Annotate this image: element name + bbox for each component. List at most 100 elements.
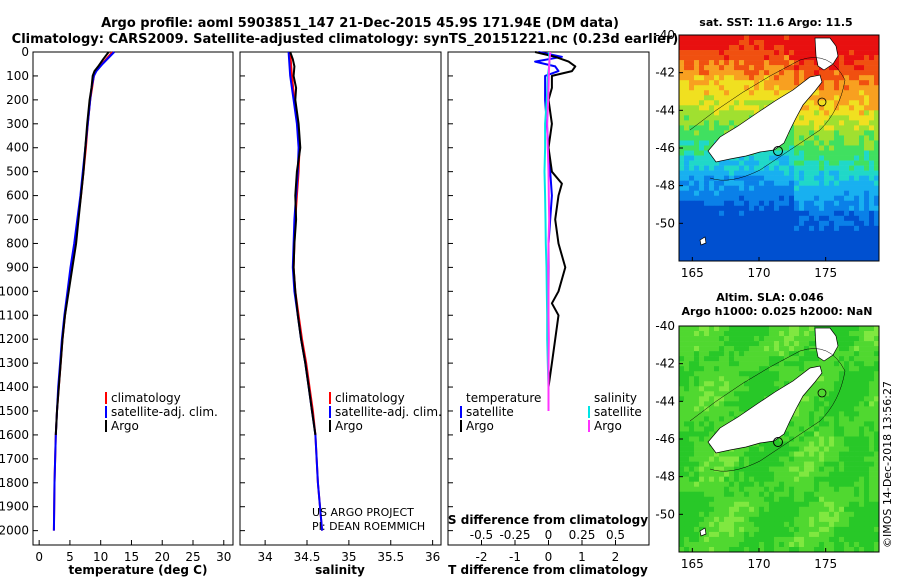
map-cell <box>874 526 880 533</box>
map-cell <box>859 245 865 252</box>
map-cell <box>724 456 730 462</box>
map-cell <box>789 70 795 76</box>
map-cell <box>859 451 865 457</box>
map-cell <box>719 456 725 462</box>
map-cell <box>744 371 750 377</box>
map-cell <box>754 220 760 227</box>
map-cell <box>799 461 805 467</box>
map-cell <box>744 185 750 191</box>
map-cell <box>759 105 765 111</box>
map-cell <box>709 170 715 176</box>
map-cell <box>859 185 865 191</box>
map-cell <box>719 130 725 136</box>
map-cell <box>834 521 840 528</box>
map-cell <box>679 491 685 498</box>
map-cell <box>689 441 695 447</box>
map-cell <box>869 426 875 432</box>
map-cell <box>709 341 715 347</box>
map-cell <box>704 235 710 242</box>
map-cell <box>819 185 825 191</box>
map-cell <box>824 496 830 503</box>
map-cell <box>764 486 770 493</box>
map-cell <box>784 245 790 252</box>
map-cell <box>719 185 725 191</box>
map-cell <box>804 451 810 457</box>
map-cell <box>699 200 705 207</box>
map-cell <box>734 90 740 96</box>
map-cell <box>779 65 785 71</box>
map-cell <box>679 90 685 96</box>
map-cell <box>859 446 865 452</box>
map-cell <box>824 250 830 257</box>
map-cell <box>804 200 810 207</box>
map-cell <box>694 245 700 252</box>
map-cell <box>814 235 820 242</box>
map-cell <box>799 45 805 51</box>
map-cell <box>724 220 730 227</box>
map-cell <box>794 531 800 538</box>
sst-argo-location-marker <box>773 146 783 156</box>
map-cell <box>819 120 825 126</box>
map-cell <box>824 245 830 252</box>
map-cell <box>844 521 850 528</box>
map-cell <box>704 471 710 477</box>
map-cell <box>689 235 695 242</box>
map-cell <box>719 466 725 472</box>
map-cell <box>804 130 810 136</box>
map-cell <box>874 326 880 332</box>
map-cell <box>809 471 815 477</box>
map-cell <box>689 426 695 432</box>
map-cell <box>679 65 685 71</box>
map-cell <box>709 356 715 362</box>
map-cell <box>809 250 815 257</box>
map-cell <box>694 486 700 493</box>
map-cell <box>804 401 810 407</box>
map-cell <box>744 195 750 202</box>
map-cell <box>689 65 695 71</box>
map-cell <box>714 471 720 477</box>
map-cell <box>714 376 720 382</box>
map-cell <box>689 416 695 422</box>
map-cell <box>719 55 725 61</box>
map-cell <box>849 346 855 352</box>
map-cell <box>719 75 725 81</box>
map-cell <box>679 421 685 427</box>
map-cell <box>724 80 730 86</box>
map-cell <box>824 90 830 96</box>
map-cell <box>764 446 770 452</box>
map-cell <box>734 115 740 121</box>
map-cell <box>724 516 730 523</box>
map-cell <box>819 406 825 412</box>
map-cell <box>714 481 720 488</box>
map-cell <box>819 546 825 553</box>
map-cell <box>714 401 720 407</box>
map-cell <box>794 195 800 202</box>
x-tick-label: -1 <box>509 550 521 564</box>
map-cell <box>799 125 805 131</box>
title-line-1: Argo profile: aoml 5903851_147 21-Dec-20… <box>101 16 619 31</box>
map-cell <box>679 446 685 452</box>
map-cell <box>829 326 835 332</box>
map-cell <box>794 406 800 412</box>
map-cell <box>834 195 840 202</box>
map-cell <box>839 451 845 457</box>
map-cell <box>714 95 720 101</box>
map-cell <box>794 150 800 156</box>
map-cell <box>759 451 765 457</box>
map-cell <box>809 65 815 71</box>
map-cell <box>824 145 830 151</box>
map-cell <box>769 85 775 91</box>
map-cell <box>694 446 700 452</box>
map-cell <box>834 120 840 126</box>
map-cell <box>694 250 700 257</box>
map-cell <box>839 471 845 477</box>
map-cell <box>864 45 870 51</box>
map-cell <box>834 426 840 432</box>
map-cell <box>729 255 735 262</box>
map-cell <box>804 180 810 186</box>
map-cell <box>869 75 875 81</box>
map-cell <box>794 160 800 166</box>
map-cell <box>689 245 695 252</box>
map-cell <box>819 421 825 427</box>
map-cell <box>699 456 705 462</box>
